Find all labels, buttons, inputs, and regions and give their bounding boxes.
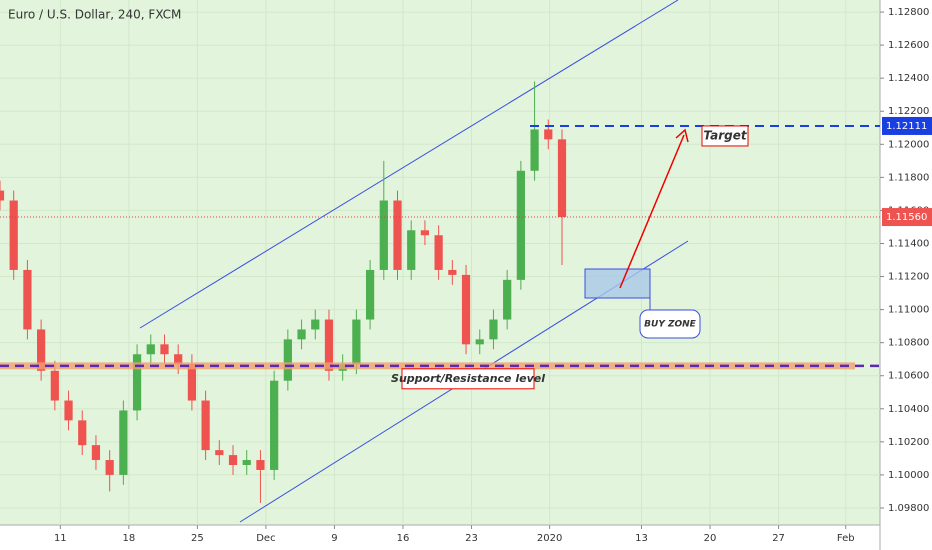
y-tick-label: 1.09800 xyxy=(888,503,929,514)
buy-zone-label: BUY ZONE xyxy=(644,320,697,330)
candle-body xyxy=(146,344,155,355)
support-label: Support/Resistance level xyxy=(391,372,545,385)
buy-zone-callout xyxy=(639,309,701,339)
candle-body xyxy=(270,380,279,470)
candle-body xyxy=(105,460,114,475)
candle-body xyxy=(201,400,210,451)
support-label-box xyxy=(401,368,535,390)
candle-body xyxy=(352,319,361,365)
candle-body xyxy=(37,329,46,371)
candle-body xyxy=(64,400,73,421)
y-tick-label: 1.12400 xyxy=(888,73,929,84)
y-tick-label: 1.12600 xyxy=(888,40,929,51)
candle-body xyxy=(91,445,101,461)
x-tick-label: 9 xyxy=(331,533,337,544)
candle-body xyxy=(393,200,402,270)
candle-body xyxy=(516,170,525,280)
x-tick-label: 18 xyxy=(122,533,135,544)
y-tick-label: 1.11200 xyxy=(888,272,929,283)
y-tick-label: 1.11400 xyxy=(888,238,929,249)
x-tick-label: 16 xyxy=(397,533,410,544)
candle-body xyxy=(174,354,183,365)
arrow-head xyxy=(675,128,689,143)
last-price-label: 1.11560 xyxy=(886,212,927,223)
candle-body xyxy=(489,319,498,340)
y-tick-label: 1.10000 xyxy=(888,470,929,481)
time-axis-bg xyxy=(0,525,880,550)
candle-body xyxy=(9,200,18,270)
candle-body xyxy=(256,460,265,470)
candle-body xyxy=(475,339,484,345)
target-label-box xyxy=(701,125,749,147)
x-tick-label: 25 xyxy=(191,533,204,544)
x-tick-label: 27 xyxy=(772,533,785,544)
x-tick-label: 11 xyxy=(54,533,67,544)
channel-upper xyxy=(139,0,679,329)
candle-body xyxy=(50,370,59,401)
y-tick-label: 1.12800 xyxy=(888,7,929,18)
buy-zone-box xyxy=(584,268,651,299)
candle-body xyxy=(324,319,334,371)
candle-body xyxy=(407,230,416,270)
target-price-box xyxy=(882,116,932,135)
candle-body xyxy=(215,450,224,456)
x-tick-label: Feb xyxy=(837,533,855,544)
y-tick-label: 1.11800 xyxy=(888,172,929,183)
chart-title: Euro / U.S. Dollar, 240, FXCM xyxy=(8,8,181,22)
candle-body xyxy=(78,420,87,446)
candle-body xyxy=(365,269,375,320)
x-tick-label: 2020 xyxy=(537,533,562,544)
candle-body xyxy=(160,344,169,355)
candle-body xyxy=(461,274,471,345)
candle-body xyxy=(311,319,320,330)
candle-body xyxy=(119,410,128,475)
candle-body xyxy=(448,269,457,275)
x-tick-label: 13 xyxy=(635,533,648,544)
last-price-box xyxy=(882,208,932,227)
y-tick-label: 1.12000 xyxy=(888,139,929,150)
target-text: Target xyxy=(703,128,748,142)
candle-body xyxy=(379,200,388,270)
x-tick-label: 20 xyxy=(704,533,717,544)
candle-body xyxy=(228,455,238,465)
y-tick-label: 1.10800 xyxy=(888,338,929,349)
candle-body xyxy=(0,190,5,201)
candle-body xyxy=(557,139,567,218)
candle-body xyxy=(530,129,539,171)
candle-body xyxy=(242,460,251,465)
candle-body xyxy=(187,364,197,401)
y-tick-label: 1.10400 xyxy=(888,404,929,415)
candle-body xyxy=(544,129,553,140)
candle-body xyxy=(23,269,32,330)
candle-body xyxy=(132,354,142,411)
price-axis-bg xyxy=(880,0,932,550)
y-tick-label: 1.10600 xyxy=(888,371,929,382)
y-tick-label: 1.10200 xyxy=(888,437,929,448)
target-price-label: 1.12111 xyxy=(886,121,927,132)
candle-body xyxy=(297,329,306,340)
x-tick-label: Dec xyxy=(256,533,275,544)
y-tick-label: 1.11000 xyxy=(888,305,929,316)
candle-body xyxy=(434,235,443,270)
candle-body xyxy=(420,230,430,236)
y-tick-label: 1.12200 xyxy=(888,106,929,117)
target-arrow xyxy=(619,134,685,289)
candle-body xyxy=(283,339,292,381)
x-tick-label: 23 xyxy=(465,533,478,544)
candle-body xyxy=(503,279,512,320)
